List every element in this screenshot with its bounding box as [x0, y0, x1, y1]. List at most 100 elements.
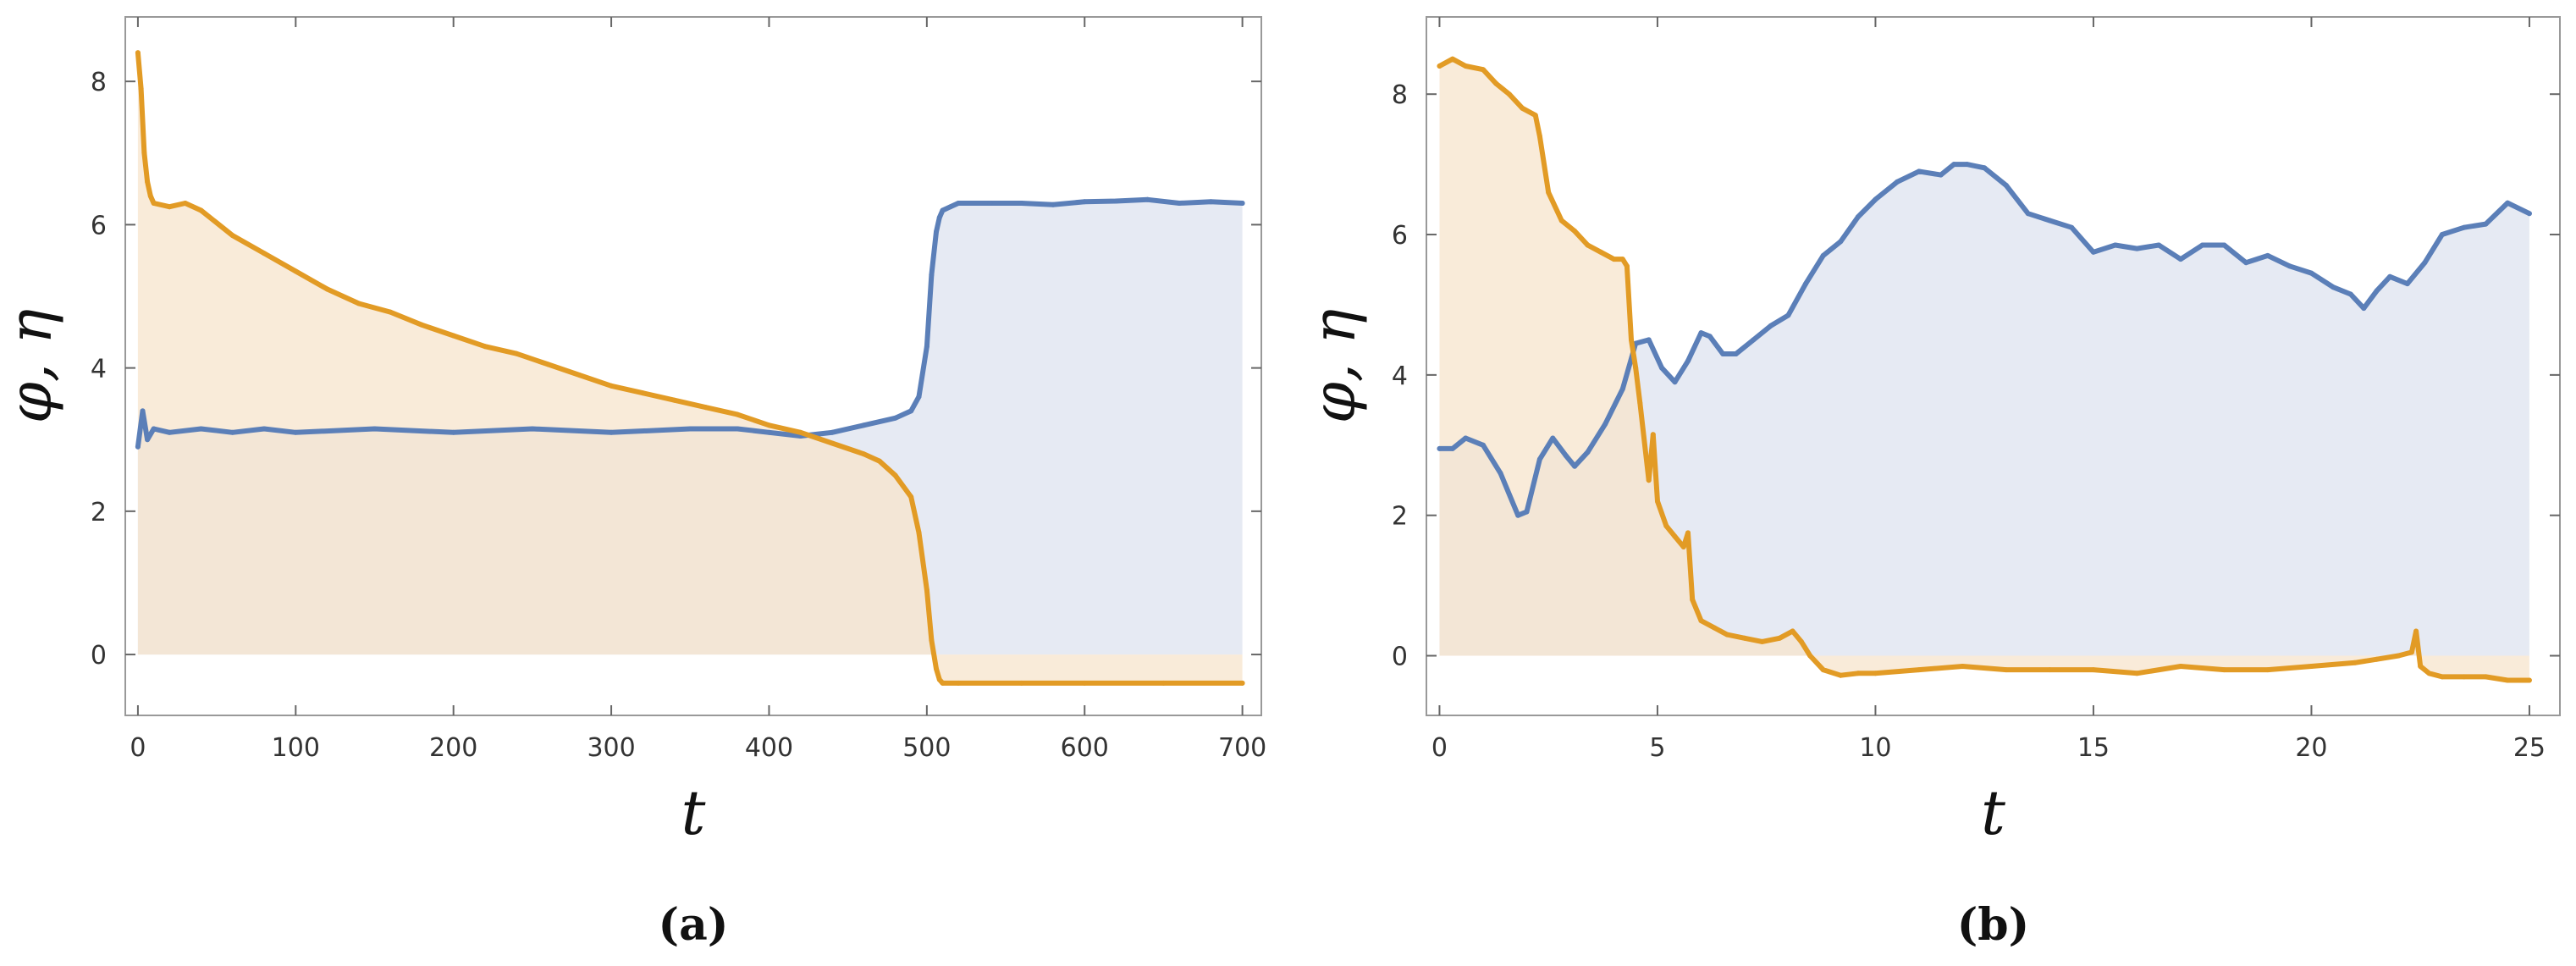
series-eta-point [2408, 649, 2414, 655]
series-phi-point [2178, 257, 2183, 262]
series-eta-point [1838, 672, 1844, 678]
series-eta-point [2308, 664, 2314, 669]
chart-panel-a: 0 100 200 300 400 500 600 700 0 2 4 6 8 t φ, η (a) [0, 16, 1266, 951]
series-eta-point [956, 680, 962, 686]
series-phi-point [1820, 252, 1826, 258]
series-eta-point [924, 587, 929, 593]
series-phi-point [947, 204, 953, 210]
series-phi-point [1051, 201, 1056, 207]
series-eta-point [1655, 499, 1660, 505]
series-phi-point [2331, 284, 2336, 290]
series-phi-point [1768, 323, 1773, 328]
x-tick-label: 25 [2513, 733, 2546, 763]
series-eta-point [1018, 680, 1024, 686]
series-eta-point [1624, 263, 1630, 269]
series-eta-point [908, 494, 914, 500]
x-tick-label: 5 [1649, 733, 1665, 763]
series-eta-point [1672, 533, 1678, 539]
series-phi-point [1524, 509, 1530, 515]
series-eta-point [2221, 667, 2227, 673]
series-phi-point [1785, 312, 1791, 318]
series-phi-point [687, 426, 693, 432]
x-tick-label: 500 [902, 733, 951, 763]
series-phi-point [1698, 330, 1704, 336]
series-eta-point [2396, 653, 2402, 659]
series-phi-point [861, 422, 867, 428]
series-eta-point [1161, 680, 1167, 686]
series-phi-point [529, 426, 535, 432]
series-phi-point [145, 437, 151, 443]
series-phi-point [1720, 351, 1726, 356]
series-eta-point [135, 50, 141, 56]
series-phi-line [135, 196, 1245, 450]
series-eta-point [2505, 677, 2511, 683]
series-eta-point [1646, 477, 1652, 483]
series-phi-point [2069, 224, 2075, 230]
x-tick-label: 0 [130, 733, 146, 763]
series-phi-area [1439, 164, 2529, 656]
y-tick-label: 2 [91, 498, 107, 527]
series-phi-point [2003, 183, 2009, 188]
series-phi-point [1982, 165, 1988, 171]
x-tick-label: 200 [429, 733, 477, 763]
series-eta-point [483, 344, 488, 350]
series-phi-point [151, 426, 157, 432]
series-phi-point [1938, 172, 1944, 178]
series-eta-point [1798, 638, 1804, 644]
series-eta-point [2461, 674, 2467, 680]
series-eta-point [1873, 671, 1878, 676]
series-eta-line [135, 50, 1245, 686]
series-eta-point [1585, 242, 1591, 248]
series-eta-point [609, 383, 615, 389]
series-eta-point [940, 680, 946, 686]
series-phi-point [372, 426, 378, 432]
series-phi-point [293, 429, 299, 435]
series-phi-point [2461, 224, 2467, 230]
series-phi-point [2243, 260, 2249, 266]
series-phi-point [916, 394, 922, 400]
y-tick-label: 8 [91, 68, 107, 97]
series-eta-point [735, 411, 741, 417]
series-eta-point [198, 207, 204, 213]
series-eta-point [2047, 667, 2053, 673]
series-eta-point [1663, 523, 1669, 529]
series-phi-line [1437, 162, 2532, 518]
series-eta-point [861, 451, 867, 457]
y-tick-label: 0 [91, 641, 107, 671]
series-eta-point [167, 204, 173, 210]
series-eta-point [2134, 671, 2140, 676]
series-eta-point [929, 638, 935, 643]
series-phi-point [1536, 456, 1542, 462]
x-tick-label: 15 [2077, 733, 2110, 763]
series-phi-point [908, 408, 914, 414]
x-tick-label: 400 [745, 733, 793, 763]
series-eta-point [1650, 432, 1656, 438]
series-phi-point [1585, 450, 1591, 455]
series-eta-point [797, 429, 803, 435]
series-eta-point [1239, 680, 1245, 686]
series-phi-point [2439, 232, 2445, 237]
series-eta-point [1437, 63, 1442, 69]
series-eta-point [141, 150, 147, 156]
series-eta-point [145, 179, 151, 185]
panel-label: (a) [659, 899, 729, 951]
series-phi-point [2025, 211, 2031, 217]
series-eta-point [2426, 671, 2432, 676]
series-phi-point [2112, 242, 2118, 248]
series-phi-point [892, 415, 898, 421]
series-eta-point [1449, 56, 1455, 62]
series-phi-point [2286, 263, 2292, 269]
plot-frame [1426, 16, 2561, 716]
series-eta-point [2483, 674, 2489, 680]
series-eta-point [2352, 660, 2358, 665]
series-phi-point [1515, 512, 1521, 518]
series-eta-point [1598, 249, 1603, 255]
series-phi-point [1239, 201, 1245, 206]
y-tick-label: 4 [1392, 362, 1408, 391]
series-eta-point [147, 193, 153, 199]
series-phi-point [1951, 162, 1957, 168]
series-eta-point [1690, 597, 1696, 603]
series-phi-point [2264, 252, 2270, 258]
series-phi-point [1916, 168, 1922, 174]
